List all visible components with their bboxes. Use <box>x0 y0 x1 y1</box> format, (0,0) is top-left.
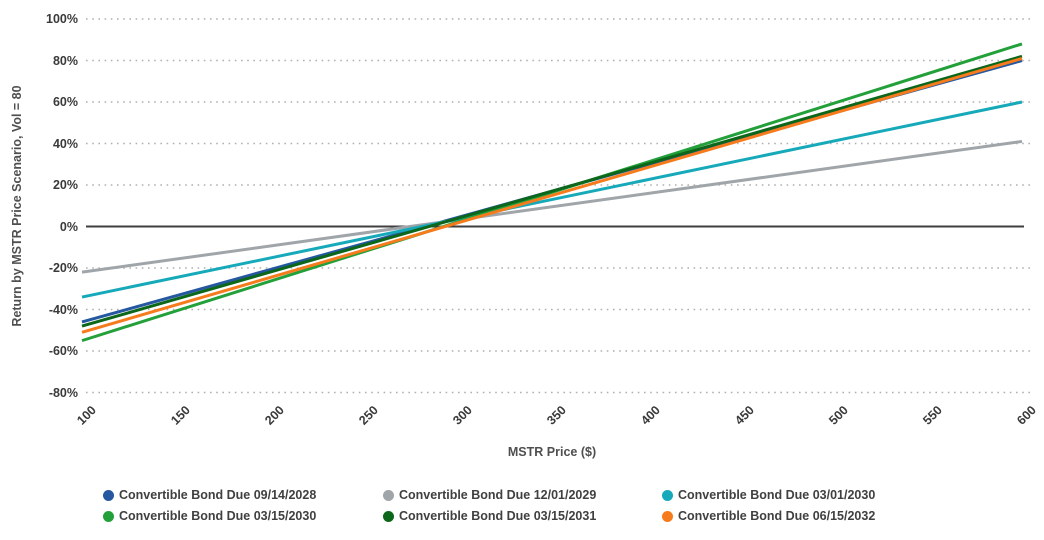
y-tick-label: 40% <box>52 136 78 151</box>
legend-dot-icon <box>383 489 394 501</box>
legend-dot-icon <box>103 489 114 501</box>
y-tick-label: 20% <box>52 178 78 192</box>
series-line <box>81 54 1023 328</box>
series-line <box>81 139 1023 274</box>
y-tick-label: -60% <box>48 344 78 358</box>
y-tick-label: 80% <box>52 53 78 68</box>
y-tick-label: 100% <box>46 12 78 26</box>
y-tick-label: -40% <box>48 302 78 317</box>
y-axis-title: Return by MSTR Price Scenario, Vol = 80 <box>10 85 24 327</box>
legend-label: Convertible Bond Due 03/15/2030 <box>119 509 317 523</box>
series-line <box>81 100 1023 299</box>
legend-dot-icon <box>662 489 673 501</box>
legend-item[interactable]: Convertible Bond Due 12/01/2029 <box>383 487 596 503</box>
legend-dot-icon <box>383 510 394 522</box>
legend-item[interactable]: Convertible Bond Due 03/15/2031 <box>383 508 596 524</box>
legend-dot-icon <box>103 510 114 522</box>
gridlines <box>86 18 1030 394</box>
y-tick-label: 0% <box>59 219 78 234</box>
legend-label: Convertible Bond Due 09/14/2028 <box>119 488 317 502</box>
y-tick-label: -20% <box>48 261 78 275</box>
legend-item[interactable]: Convertible Bond Due 03/01/2030 <box>662 487 875 503</box>
x-axis-title: MSTR Price ($) <box>507 445 597 459</box>
legend-label: Convertible Bond Due 03/15/2031 <box>399 509 597 523</box>
legend-item[interactable]: Convertible Bond Due 06/15/2032 <box>662 508 875 524</box>
legend-dot-icon <box>662 510 673 522</box>
plot-area <box>81 18 1030 394</box>
legend-item[interactable]: Convertible Bond Due 03/15/2030 <box>103 508 316 524</box>
legend-item[interactable]: Convertible Bond Due 09/14/2028 <box>103 487 316 503</box>
legend-label: Convertible Bond Due 12/01/2029 <box>399 488 597 502</box>
y-tick-label: -80% <box>48 385 78 400</box>
series-line <box>81 56 1023 334</box>
y-tick-label: 60% <box>52 95 78 109</box>
legend-label: Convertible Bond Due 03/01/2030 <box>678 488 876 502</box>
legend-label: Convertible Bond Due 06/15/2032 <box>678 509 876 523</box>
series-lines <box>81 42 1023 343</box>
